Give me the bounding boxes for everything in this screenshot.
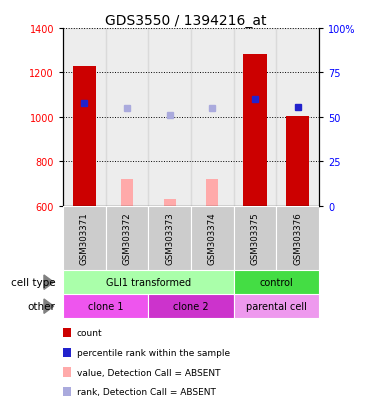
Bar [234,29,276,206]
Text: GSM303376: GSM303376 [293,212,302,265]
Bar [148,206,191,271]
Bar [73,66,96,206]
Polygon shape [44,299,54,313]
Text: value, Detection Call = ABSENT: value, Detection Call = ABSENT [77,368,220,377]
Bar [148,294,234,318]
Text: parental cell: parental cell [246,301,307,311]
Text: GSM303375: GSM303375 [250,212,260,265]
Text: count: count [77,328,102,337]
Text: GSM303371: GSM303371 [80,212,89,265]
Bar [234,206,276,271]
Bar [63,206,106,271]
Bar [106,206,148,271]
Text: GSM303374: GSM303374 [208,212,217,265]
Bar [234,271,319,294]
Bar [191,206,234,271]
Text: GDS3550 / 1394216_at: GDS3550 / 1394216_at [105,14,266,28]
Bar [164,200,176,206]
Bar [286,116,309,206]
Bar [63,294,148,318]
Text: other: other [28,301,56,311]
Polygon shape [44,275,54,290]
Bar [121,180,133,206]
Text: clone 2: clone 2 [173,301,209,311]
Text: percentile rank within the sample: percentile rank within the sample [77,348,230,357]
Text: control: control [260,278,293,287]
Bar [243,55,267,206]
Bar [276,29,319,206]
Text: cell type: cell type [11,278,56,287]
Text: clone 1: clone 1 [88,301,124,311]
Text: GSM303373: GSM303373 [165,212,174,265]
Bar [106,29,148,206]
Bar [206,180,219,206]
Text: GLI1 transformed: GLI1 transformed [106,278,191,287]
Bar [63,29,106,206]
Bar [276,206,319,271]
Text: GSM303372: GSM303372 [122,212,132,265]
Text: rank, Detection Call = ABSENT: rank, Detection Call = ABSENT [77,387,216,396]
Bar [191,29,234,206]
Bar [63,271,234,294]
Bar [234,294,319,318]
Bar [148,29,191,206]
